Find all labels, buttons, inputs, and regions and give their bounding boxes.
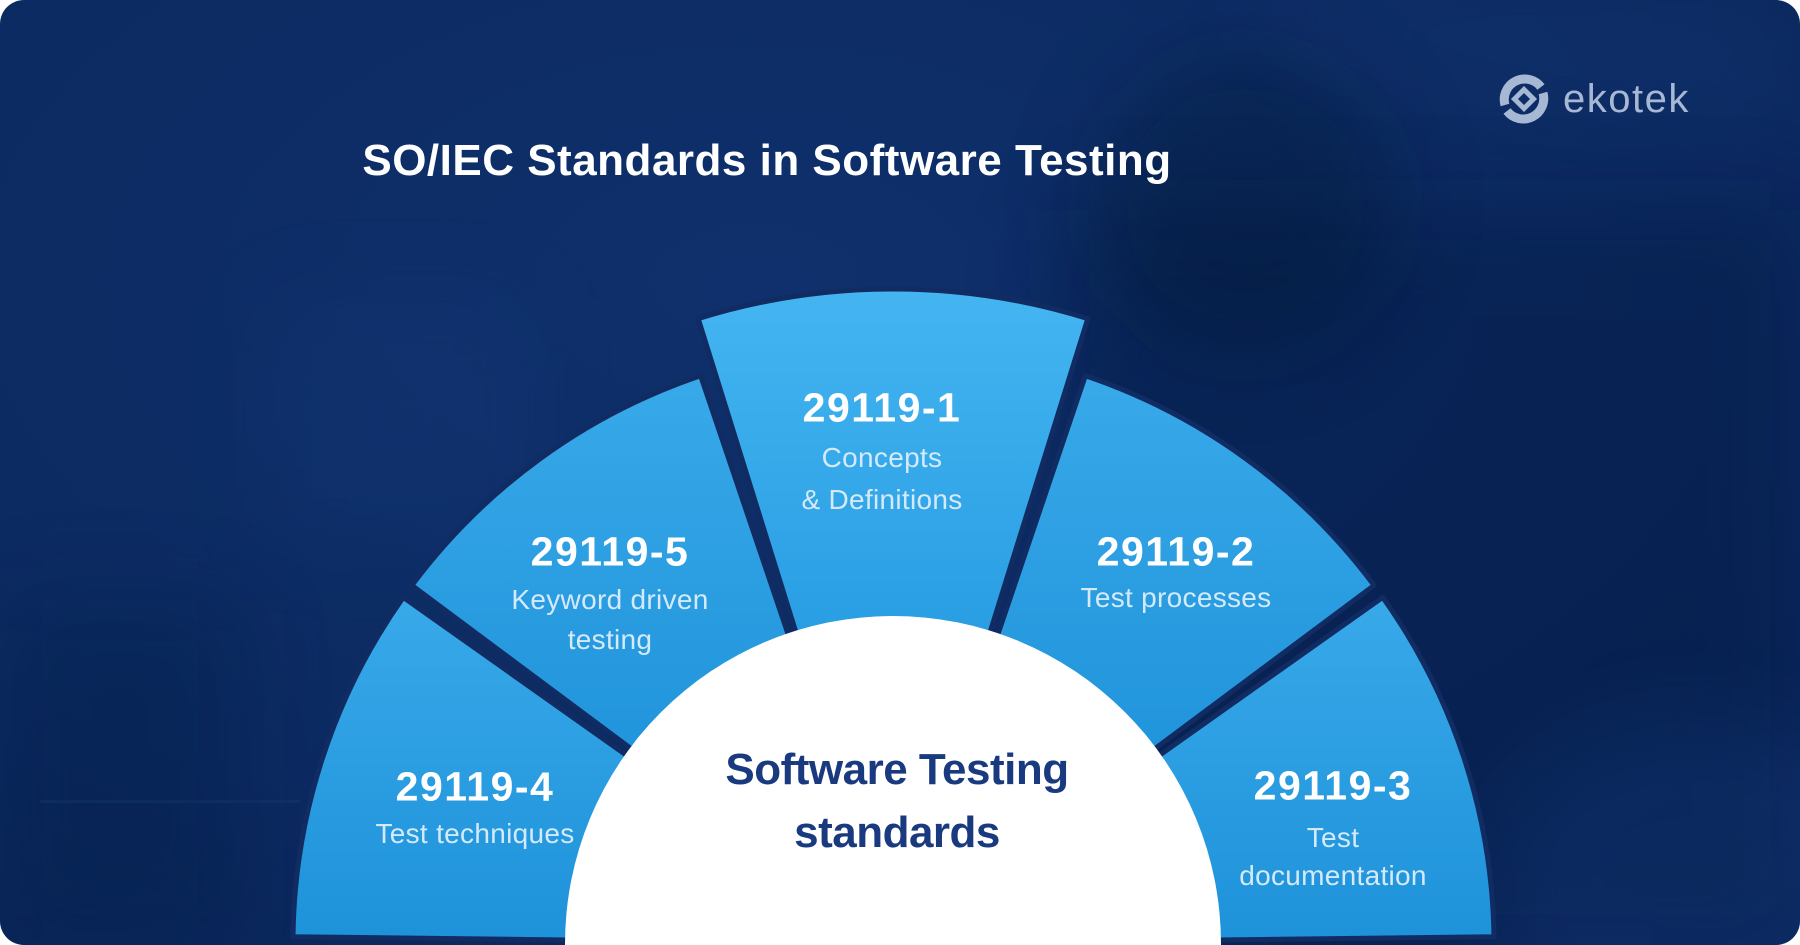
segment-label-29119-1-line1: Concepts — [821, 442, 943, 473]
center-label-line-1: Software Testing — [725, 745, 1069, 794]
segment-label-29119-5-line1: Keyword driven — [511, 584, 709, 615]
segment-code-29119-1: 29119-1 — [802, 384, 962, 431]
segment-label-29119-5-line2: testing — [567, 624, 653, 655]
segment-label-29119-1-line2: & Definitions — [801, 484, 963, 515]
segment-code-29119-2: 29119-2 — [1096, 528, 1256, 575]
segment-label-29119-3-line2: documentation — [1239, 860, 1427, 891]
logo: ekotek — [1497, 72, 1690, 126]
segment-label-29119-4-line1: Test techniques — [375, 818, 575, 849]
center-circle — [565, 616, 1221, 945]
segment-label-29119-2-line1: Test processes — [1080, 582, 1272, 613]
segment-label-29119-3-line1: Test — [1306, 822, 1360, 853]
page-title: SO/IEC Standards in Software Testing — [362, 136, 1172, 185]
center-label-line-2: standards — [794, 808, 1000, 857]
ekotek-logo-icon — [1499, 74, 1549, 124]
logo-text: ekotek — [1563, 77, 1690, 121]
segment-code-29119-5: 29119-5 — [530, 528, 690, 575]
segment-code-29119-4: 29119-4 — [395, 763, 555, 810]
segment-code-29119-3: 29119-3 — [1253, 762, 1413, 809]
